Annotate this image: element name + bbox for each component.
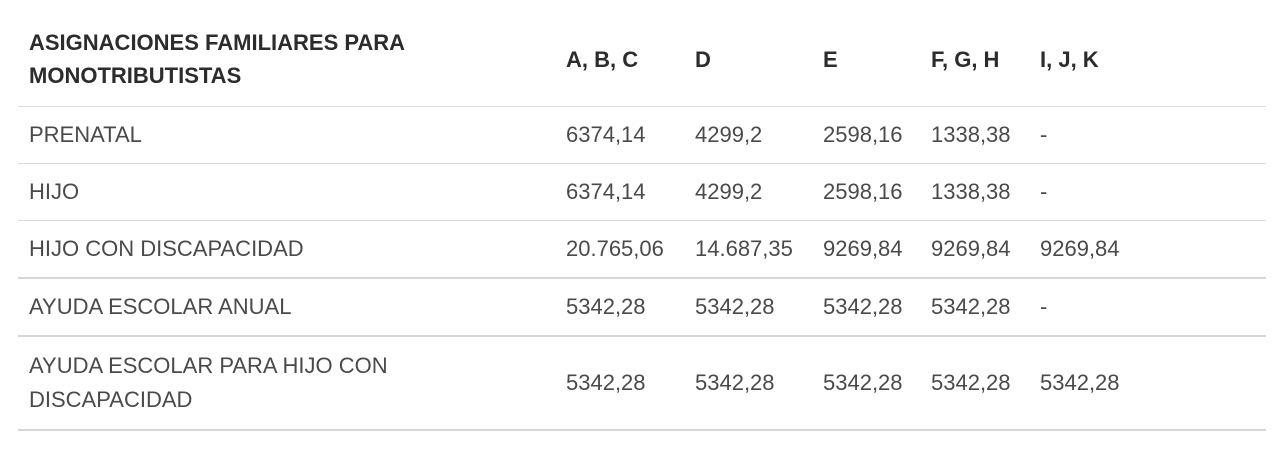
table-row: PRENATAL 6374,14 4299,2 2598,16 1338,38 …: [18, 106, 1266, 164]
row-label: AYUDA ESCOLAR ANUAL: [18, 278, 566, 337]
cell-value: 1338,38: [931, 163, 1040, 221]
cell-value: 5342,28: [566, 278, 695, 337]
cell-value: -: [1040, 106, 1266, 164]
row-label: PRENATAL: [18, 106, 566, 164]
header-category-e: E: [823, 14, 931, 107]
header-category-abc: A, B, C: [566, 14, 695, 107]
cell-value: 4299,2: [695, 163, 823, 221]
header-concept: ASIGNACIONES FAMILIARES PARA MONOTRIBUTI…: [18, 14, 566, 107]
cell-value: 5342,28: [823, 336, 931, 431]
cell-value: 9269,84: [931, 220, 1040, 279]
row-label: AYUDA ESCOLAR PARA HIJO CON DISCAPACIDAD: [18, 336, 566, 431]
cell-value: 1338,38: [931, 106, 1040, 164]
cell-value: 5342,28: [931, 336, 1040, 431]
cell-value: 5342,28: [695, 278, 823, 337]
cell-value: 9269,84: [1040, 220, 1266, 279]
asignaciones-table: ASIGNACIONES FAMILIARES PARA MONOTRIBUTI…: [18, 14, 1266, 431]
table-row: HIJO 6374,14 4299,2 2598,16 1338,38 -: [18, 163, 1266, 221]
cell-value: 5342,28: [931, 278, 1040, 337]
header-concept-label: ASIGNACIONES FAMILIARES PARA MONOTRIBUTI…: [29, 30, 405, 88]
cell-value: 5342,28: [566, 336, 695, 431]
cell-value: 14.687,35: [695, 220, 823, 279]
cell-value: 5342,28: [823, 278, 931, 337]
header-category-d: D: [695, 14, 823, 107]
cell-value: -: [1040, 278, 1266, 337]
table-row: HIJO CON DISCAPACIDAD 20.765,06 14.687,3…: [18, 220, 1266, 279]
cell-value: 20.765,06: [566, 220, 695, 279]
row-label: HIJO CON DISCAPACIDAD: [18, 220, 566, 279]
cell-value: 6374,14: [566, 163, 695, 221]
asignaciones-table-container: ASIGNACIONES FAMILIARES PARA MONOTRIBUTI…: [18, 14, 1266, 431]
table-header: ASIGNACIONES FAMILIARES PARA MONOTRIBUTI…: [18, 14, 1266, 107]
table-row: AYUDA ESCOLAR ANUAL 5342,28 5342,28 5342…: [18, 278, 1266, 337]
cell-value: 5342,28: [1040, 336, 1266, 431]
cell-value: -: [1040, 163, 1266, 221]
cell-value: 2598,16: [823, 106, 931, 164]
row-label: HIJO: [18, 163, 566, 221]
table-body: PRENATAL 6374,14 4299,2 2598,16 1338,38 …: [18, 106, 1266, 431]
header-category-ijk: I, J, K: [1040, 14, 1266, 107]
header-category-fgh: F, G, H: [931, 14, 1040, 107]
cell-value: 6374,14: [566, 106, 695, 164]
cell-value: 5342,28: [695, 336, 823, 431]
table-row: AYUDA ESCOLAR PARA HIJO CON DISCAPACIDAD…: [18, 336, 1266, 431]
cell-value: 4299,2: [695, 106, 823, 164]
row-label-text: AYUDA ESCOLAR PARA HIJO CON DISCAPACIDAD: [29, 353, 388, 412]
header-row: ASIGNACIONES FAMILIARES PARA MONOTRIBUTI…: [18, 14, 1266, 107]
cell-value: 2598,16: [823, 163, 931, 221]
cell-value: 9269,84: [823, 220, 931, 279]
